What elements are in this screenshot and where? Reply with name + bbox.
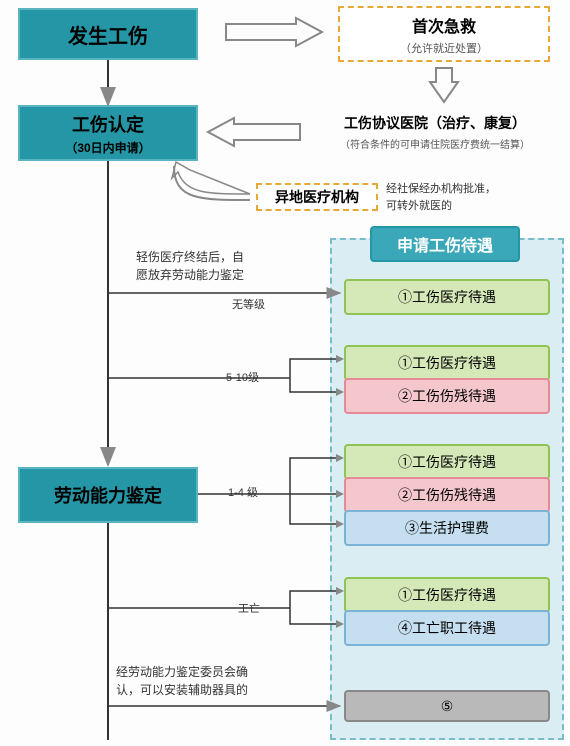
num-3c: ③ <box>405 520 419 536</box>
row-5: ②工伤伤残待遇 <box>344 477 550 513</box>
row-2-text: 工伤医疗待遇 <box>412 355 496 371</box>
num-2b: ② <box>398 388 412 404</box>
row-3: ②工伤伤残待遇 <box>344 378 550 414</box>
row-7-text: 工伤医疗待遇 <box>412 587 496 603</box>
num-2a: ① <box>398 355 412 371</box>
node-identification: 工伤认定 （30日内申请） <box>18 105 198 161</box>
label-b4: 工亡 <box>238 600 260 616</box>
row-7: ①工伤医疗待遇 <box>344 577 550 613</box>
panel-title: 申请工伤待遇 <box>370 226 520 262</box>
node-hospital-sub: （符合条件的可申请住院医疗费统一结算） <box>340 136 530 151</box>
note-bottom: 经劳动能力鉴定委员会确 认，可以安装辅助器具的 <box>116 663 248 699</box>
node-identification-sub: （30日内申请） <box>65 139 150 156</box>
row-1-text: 工伤医疗待遇 <box>412 289 496 305</box>
num-4b: ④ <box>398 620 412 636</box>
num-1: ① <box>398 289 412 305</box>
panel-title-text: 申请工伤待遇 <box>397 232 493 256</box>
note-remote: 经社保经办机构批准， 可转外就医的 <box>386 181 496 214</box>
node-assessment-title: 劳动能力鉴定 <box>54 482 162 508</box>
row-6-text: 生活护理费 <box>419 520 489 536</box>
row-8-text: 工亡职工待遇 <box>412 620 496 636</box>
note-top: 轻伤医疗终结后，自 愿放弃劳动能力鉴定 <box>136 248 244 284</box>
row-9: ⑤ <box>344 690 550 722</box>
node-first-aid-sub: （允许就近处置） <box>400 40 488 56</box>
num-4a: ① <box>398 587 412 603</box>
row-4: ①工伤医疗待遇 <box>344 444 550 480</box>
node-first-aid: 首次急救 （允许就近处置） <box>338 6 550 62</box>
node-hospital-title: 工伤协议医院（治疗、康复） <box>344 113 526 133</box>
num-3b: ② <box>398 487 412 503</box>
num-5: ⑤ <box>441 698 454 714</box>
node-first-aid-title: 首次急救 <box>412 13 476 37</box>
row-3-text: 工伤伤残待遇 <box>412 388 496 404</box>
node-injury-title: 发生工伤 <box>68 20 148 49</box>
row-5-text: 工伤伤残待遇 <box>412 487 496 503</box>
node-injury: 发生工伤 <box>18 8 198 60</box>
label-b3: 1-4 级 <box>228 484 258 500</box>
row-2: ①工伤医疗待遇 <box>344 345 550 381</box>
node-identification-title: 工伤认定 <box>72 111 144 137</box>
node-remote-title: 异地医疗机构 <box>275 187 359 207</box>
label-b2: 5-10级 <box>226 369 259 385</box>
node-remote: 异地医疗机构 <box>256 183 378 211</box>
row-1: ①工伤医疗待遇 <box>344 279 550 315</box>
row-4-text: 工伤医疗待遇 <box>412 454 496 470</box>
row-8: ④工亡职工待遇 <box>344 610 550 646</box>
node-assessment: 劳动能力鉴定 <box>18 467 198 523</box>
num-3a: ① <box>398 454 412 470</box>
row-6: ③生活护理费 <box>344 510 550 546</box>
label-b1: 无等级 <box>232 296 265 312</box>
node-hospital: 工伤协议医院（治疗、康复） （符合条件的可申请住院医疗费统一结算） <box>306 106 564 158</box>
